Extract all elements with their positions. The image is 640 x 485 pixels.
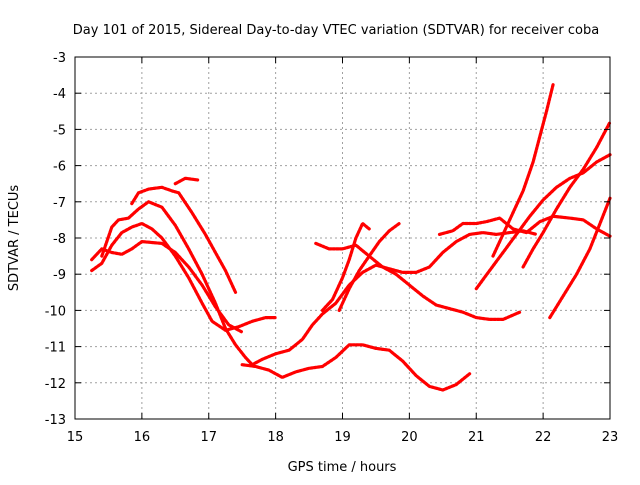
x-tick-label: 21	[468, 430, 485, 445]
y-tick-label: -8	[53, 232, 66, 247]
x-tick-label: 16	[134, 430, 151, 445]
series-arc-8	[320, 221, 371, 312]
y-tick-label: -5	[53, 123, 66, 138]
axis-ticks: 15 16 17 18 19 20 21 22 23 -3 -4 -5 -6 -7 -8 -9 -10 -11 -1…	[45, 51, 619, 445]
x-tick-label: 23	[602, 430, 619, 445]
x-tick-label: 15	[67, 430, 84, 445]
x-axis-label: GPS time / hours	[288, 460, 397, 475]
y-tick-label: -13	[45, 413, 66, 428]
x-tick-label: 17	[200, 430, 217, 445]
series-arc-6	[240, 343, 472, 392]
y-axis-label: SDTVAR / TECUs	[7, 185, 22, 292]
series-arc-2	[90, 221, 278, 332]
series-arc-12	[491, 82, 555, 258]
y-tick-label: -7	[53, 196, 66, 211]
series-arc-3	[100, 200, 538, 367]
chart-title: Day 101 of 2015, Sidereal Day-to-day VTE…	[73, 23, 599, 38]
series-arc-11	[474, 153, 612, 291]
x-tick-label: 18	[267, 430, 284, 445]
series-arc-4	[130, 185, 238, 294]
series-group	[90, 82, 612, 392]
y-tick-label: -6	[53, 160, 66, 175]
x-tick-label: 20	[401, 430, 418, 445]
series-arc-9	[337, 221, 401, 312]
y-tick-label: -3	[53, 51, 66, 66]
series-arc-14	[548, 196, 612, 320]
y-tick-label: -11	[45, 341, 66, 356]
series-arc-7	[314, 241, 522, 321]
series-arc-13	[521, 120, 612, 269]
y-tick-label: -10	[45, 304, 66, 319]
y-tick-label: -12	[45, 377, 66, 392]
y-tick-label: -4	[53, 87, 66, 102]
series-arc-10	[437, 214, 612, 238]
grid	[75, 57, 610, 419]
x-tick-label: 19	[334, 430, 351, 445]
series-arc-1	[90, 240, 244, 334]
y-tick-label: -9	[53, 268, 66, 283]
x-tick-label: 22	[535, 430, 552, 445]
series-arc-5	[173, 176, 201, 186]
